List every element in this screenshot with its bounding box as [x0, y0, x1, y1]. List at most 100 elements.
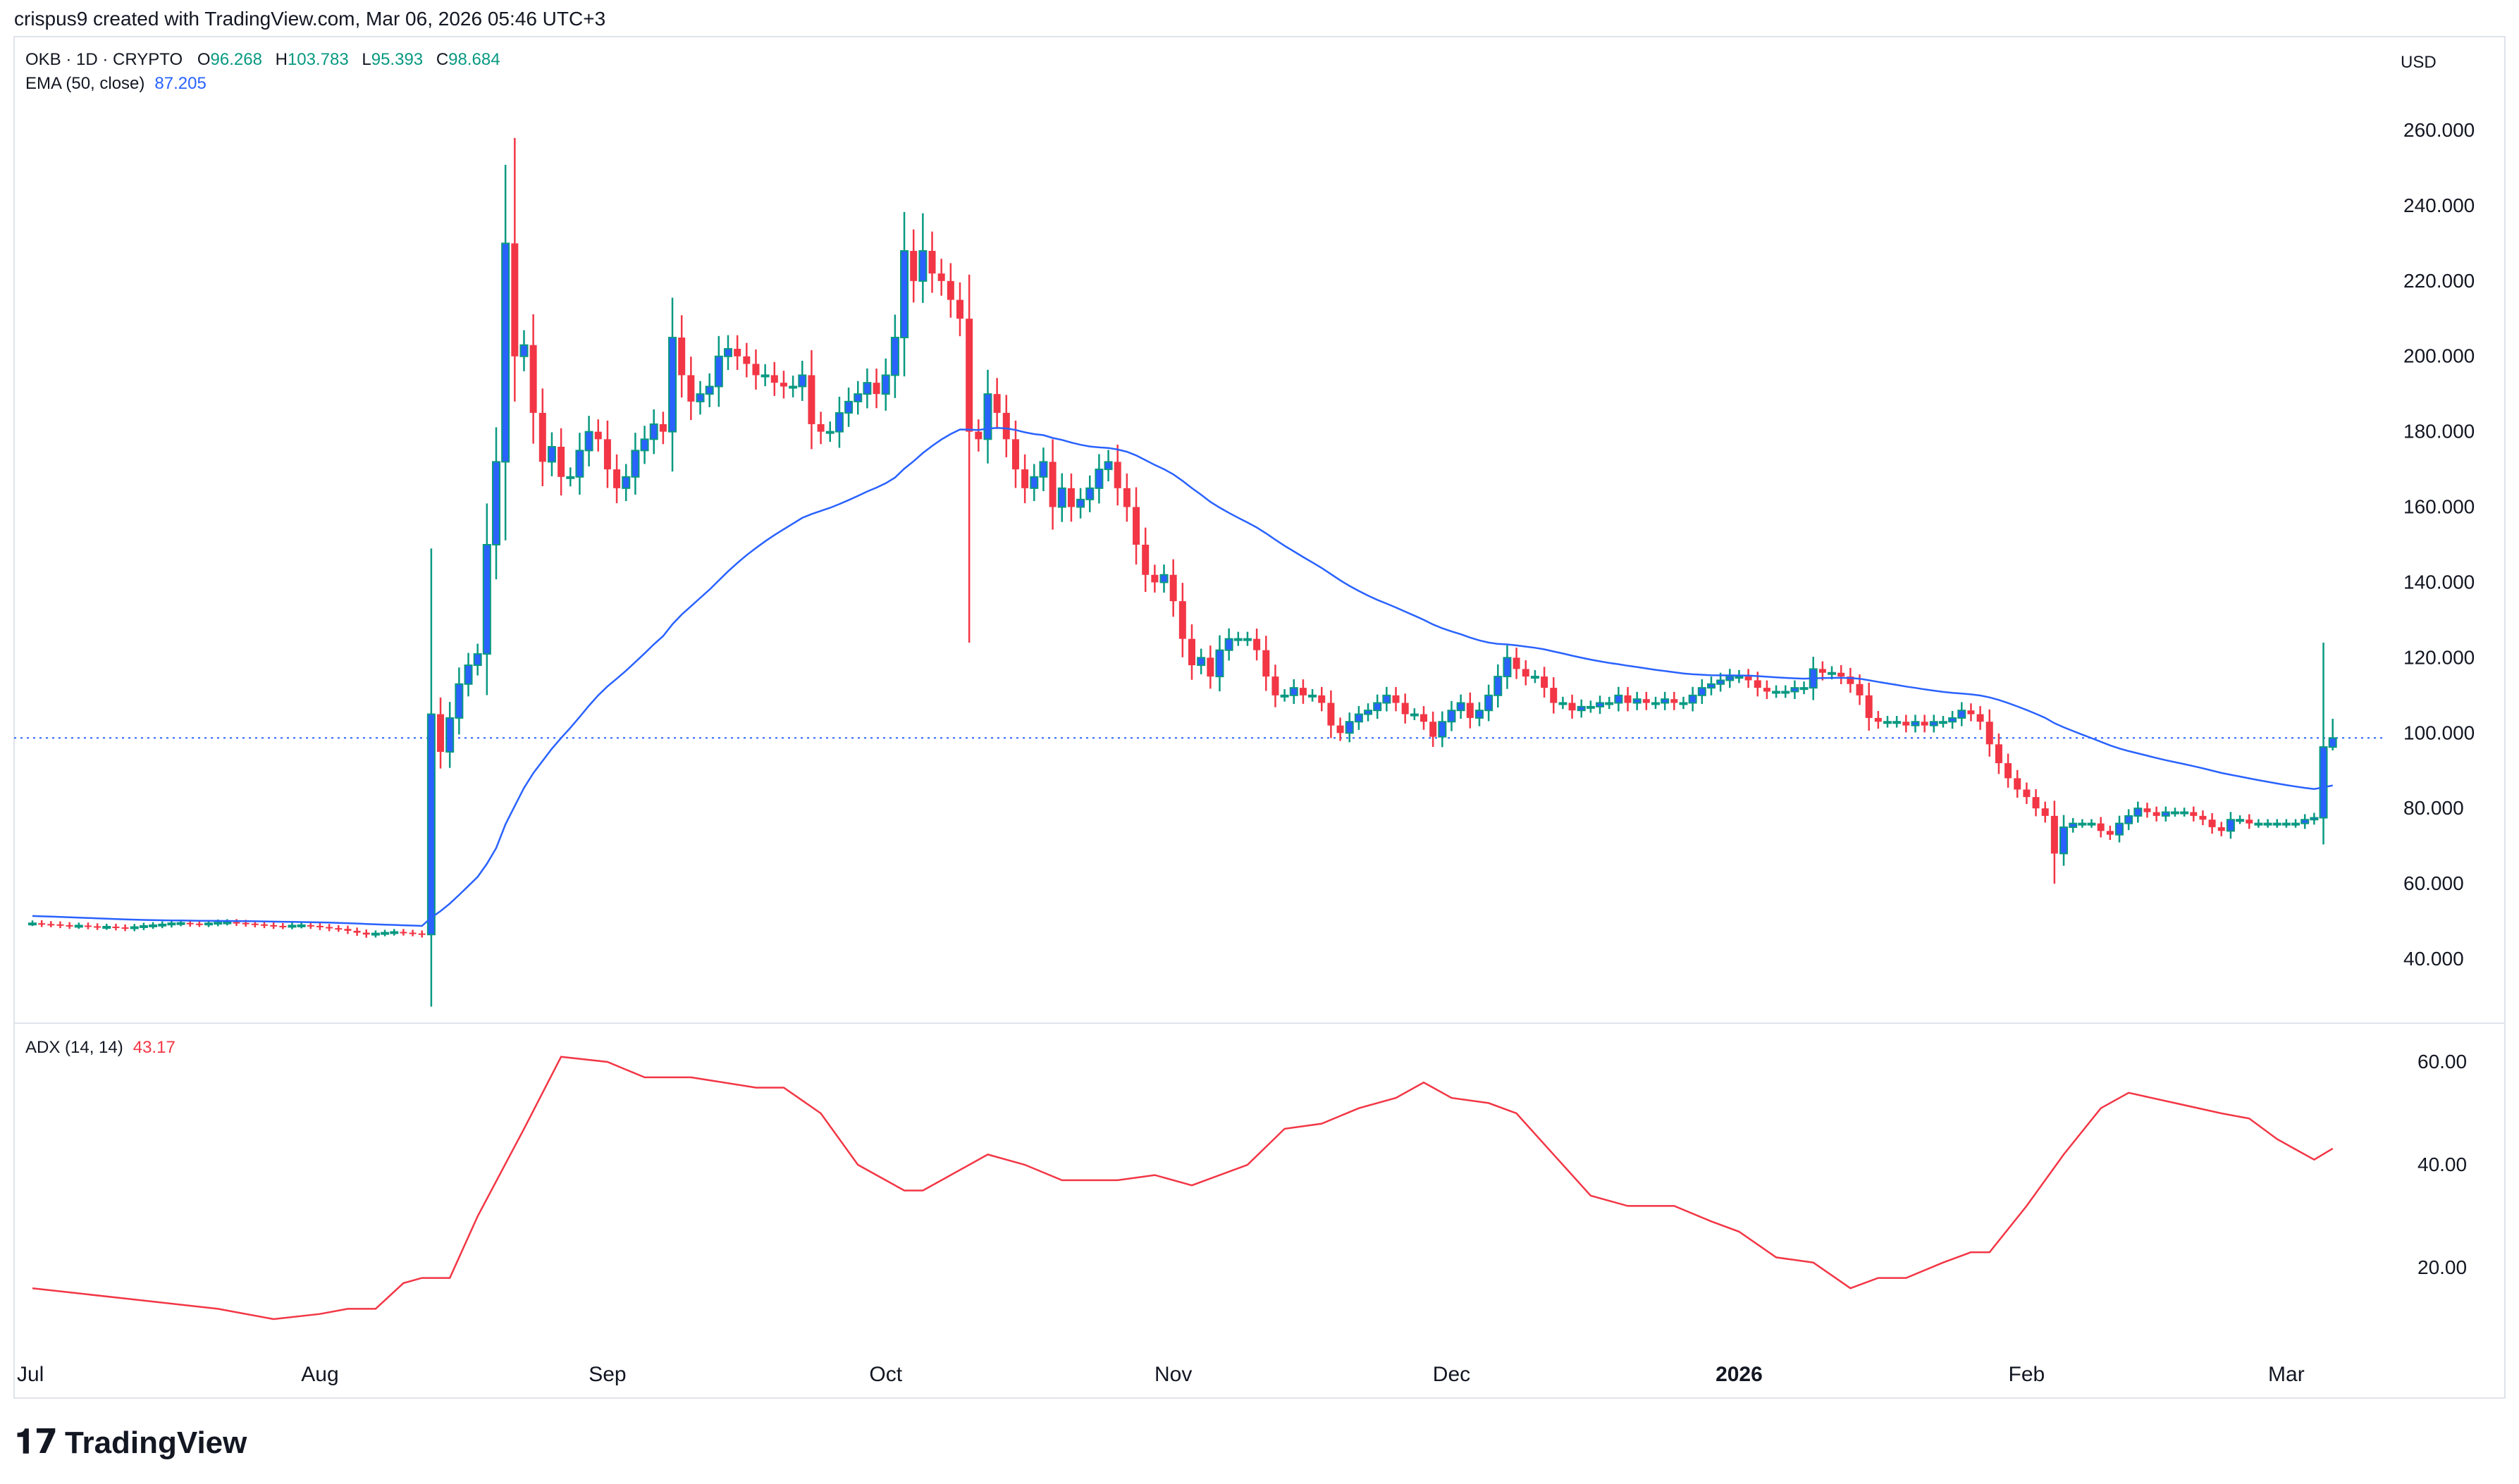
candle-body: [47, 924, 55, 926]
candle: [1215, 635, 1224, 692]
candle: [344, 925, 352, 934]
candle-body: [445, 717, 455, 753]
price-tick-label: 100.000: [2403, 722, 2475, 743]
tradingview-logo[interactable]: 𝟏𝟳 TradingView: [16, 1423, 247, 1461]
candle: [316, 922, 324, 930]
candle: [74, 922, 83, 929]
candle: [1318, 686, 1326, 712]
candle: [1503, 645, 1512, 689]
currency-label[interactable]: USD: [2401, 53, 2437, 72]
candle: [1558, 696, 1568, 710]
candle-body: [1030, 476, 1039, 489]
price-axis[interactable]: 40.000 60.000 80.000 100.000 120.000 140.000 1…: [2403, 119, 2475, 970]
candle-body: [1215, 649, 1224, 678]
candle-body: [149, 924, 158, 927]
candle-body: [1725, 676, 1735, 681]
time-axis[interactable]: Jul Aug Sep Oct Nov Dec 2026 Feb Mar: [17, 1363, 2305, 1386]
candle: [2301, 814, 2310, 829]
candle: [1188, 624, 1195, 680]
candle-body: [482, 544, 491, 655]
candle-body: [780, 383, 787, 387]
candle-body: [613, 469, 621, 488]
candle: [2097, 817, 2105, 838]
candle-body: [2032, 797, 2040, 809]
candle: [1420, 706, 1427, 730]
adx-tick-label: 20.00: [2418, 1256, 2467, 1278]
time-tick-label: Feb: [2009, 1363, 2045, 1386]
candle: [1679, 696, 1688, 710]
candle-body: [2097, 823, 2105, 831]
svg-text:EMA (50, close)87.205: EMA (50, close) 87.205: [25, 74, 207, 93]
candle: [1929, 715, 1938, 733]
candle: [2199, 810, 2207, 825]
candle-body: [993, 394, 1001, 413]
candle: [1327, 690, 1335, 738]
candle: [1262, 636, 1270, 691]
candle: [2190, 806, 2198, 822]
candle-body: [2106, 831, 2114, 835]
adx-tick-label: 60.00: [2418, 1051, 2467, 1072]
price-tick-label: 80.000: [2403, 797, 2464, 819]
candle-body: [344, 929, 352, 931]
candle: [167, 920, 176, 928]
candle: [1447, 700, 1456, 731]
candle: [261, 921, 268, 929]
candle: [1577, 699, 1586, 718]
candle: [1299, 679, 1307, 704]
candle-body: [1169, 574, 1177, 602]
candle-body: [1429, 722, 1437, 737]
candle: [1456, 694, 1465, 719]
candle-body: [873, 383, 880, 395]
candle-body: [808, 375, 815, 424]
candles: [28, 137, 2337, 1007]
candle: [2014, 769, 2021, 798]
time-tick-label: Oct: [869, 1363, 902, 1386]
candle: [288, 922, 297, 929]
candle-body: [121, 927, 129, 929]
candle-body: [863, 382, 872, 395]
candle-body: [947, 280, 954, 300]
candle: [464, 653, 473, 697]
time-tick-label: Jul: [17, 1363, 44, 1386]
price-tick-label: 160.000: [2403, 496, 2475, 518]
candle: [371, 930, 380, 938]
candle: [1605, 696, 1614, 710]
candle-body: [696, 393, 705, 402]
candle-body: [1466, 703, 1474, 718]
candle: [2059, 815, 2069, 866]
candle: [1847, 667, 1854, 693]
candle-body: [1474, 710, 1484, 719]
candle: [2143, 803, 2151, 818]
candle-body: [1550, 688, 1558, 703]
candle: [1438, 711, 1447, 748]
candle: [1067, 473, 1075, 522]
candle: [881, 358, 890, 411]
candle: [966, 274, 973, 643]
candle-body: [1503, 657, 1512, 678]
candle-body: [1921, 722, 1928, 726]
candle: [1892, 715, 1902, 728]
candle-body: [603, 439, 611, 470]
candle-body: [1197, 657, 1206, 667]
candle: [1401, 693, 1409, 724]
adx-axis[interactable]: 20.00 40.00 60.00: [2418, 1051, 2467, 1278]
candle-body: [1772, 691, 1781, 694]
candle-body: [966, 319, 973, 432]
candle: [1021, 454, 1029, 504]
candle-body: [418, 933, 426, 935]
candle-body: [1781, 691, 1790, 694]
candle: [1790, 680, 1799, 700]
candle: [1651, 696, 1660, 710]
candle: [1104, 450, 1113, 482]
candle: [1364, 703, 1373, 722]
candle-body: [1354, 713, 1363, 723]
candle-body: [890, 337, 899, 376]
candle-body: [956, 299, 963, 319]
candle-body: [1642, 699, 1650, 703]
candle: [1541, 667, 1548, 698]
currency-button[interactable]: [2391, 44, 2496, 79]
candle-body: [1716, 679, 1725, 685]
candle: [1271, 664, 1279, 707]
candle-body: [1558, 702, 1568, 705]
